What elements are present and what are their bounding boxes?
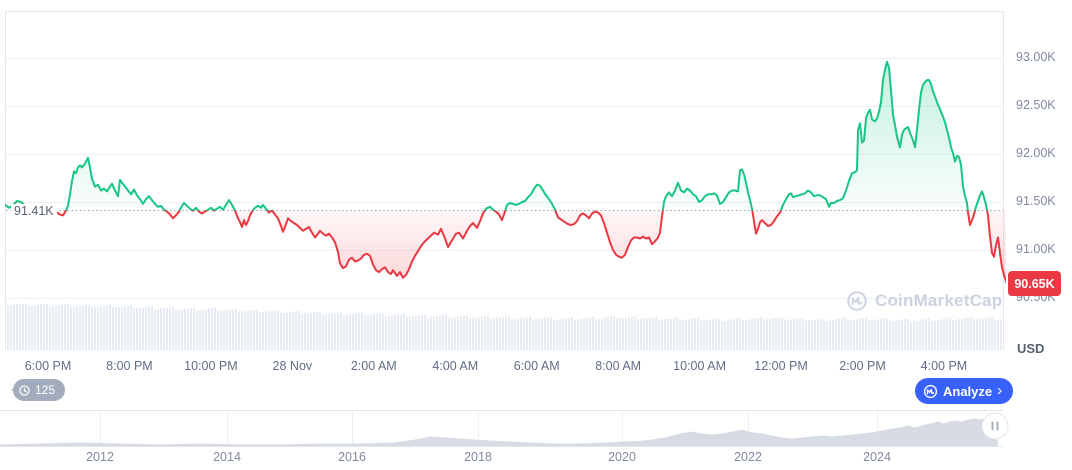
y-axis-tick: 93.00K	[1016, 50, 1056, 64]
watermark-text: CoinMarketCap	[875, 291, 1003, 310]
watermark: CoinMarketCap	[846, 290, 1002, 312]
x-axis-tick: 6:00 PM	[24, 359, 72, 373]
history-count-badge: 125	[10, 379, 66, 401]
analyze-button[interactable]: Analyze ›	[915, 378, 1014, 404]
navigator-year-tick: 2022	[734, 450, 762, 464]
price-chart-canvas[interactable]	[0, 0, 1010, 352]
x-axis-tick: 12:00 PM	[754, 359, 808, 373]
navigator-year-tick: 2012	[86, 450, 114, 464]
x-axis-tick: 6:00 AM	[513, 359, 560, 373]
current-price-badge: 90.65K	[1008, 271, 1061, 296]
navigator-year-tick: 2020	[608, 450, 636, 464]
x-axis-tick: 4:00 PM	[920, 359, 968, 373]
y-axis-tick: 92.00K	[1016, 146, 1056, 160]
y-axis-tick: 91.00K	[1016, 242, 1056, 256]
currency-label: USD	[1017, 341, 1045, 356]
coinmarketcap-logo-icon	[847, 291, 867, 311]
x-axis-tick: 28 Nov	[272, 359, 313, 373]
x-axis-tick: 2:00 PM	[839, 359, 886, 373]
x-axis-tick: 10:00 AM	[673, 359, 727, 373]
x-axis-tick: 2:00 AM	[350, 359, 397, 373]
coinmarketcap-logo-icon	[923, 384, 938, 398]
history-clock-icon	[19, 384, 30, 396]
y-axis-tick: 91.50K	[1016, 194, 1056, 208]
price-chart[interactable]	[0, 0, 1010, 352]
analyze-button-label: Analyze	[943, 383, 993, 399]
x-axis-tick: 10:00 PM	[184, 359, 238, 373]
timeline-navigator[interactable]	[0, 410, 1010, 448]
x-axis-tick: 4:00 AM	[432, 359, 479, 373]
y-axis-tick: 92.50K	[1016, 98, 1056, 112]
navigator-year-tick: 2018	[464, 450, 492, 464]
navigator-year-tick: 2024	[863, 450, 891, 464]
navigator-year-tick: 2014	[213, 450, 241, 464]
x-axis-tick: 8:00 PM	[106, 359, 153, 373]
timeline-navigator-canvas[interactable]	[0, 410, 1010, 448]
history-count-label: 125	[35, 383, 56, 397]
navigator-year-tick: 2016	[338, 450, 366, 464]
x-axis-tick: 8:00 AM	[595, 359, 642, 373]
chevron-right-icon: ›	[997, 382, 1003, 399]
navigator-handle[interactable]	[981, 412, 1009, 440]
baseline-price-label: 91.41K	[11, 204, 57, 218]
